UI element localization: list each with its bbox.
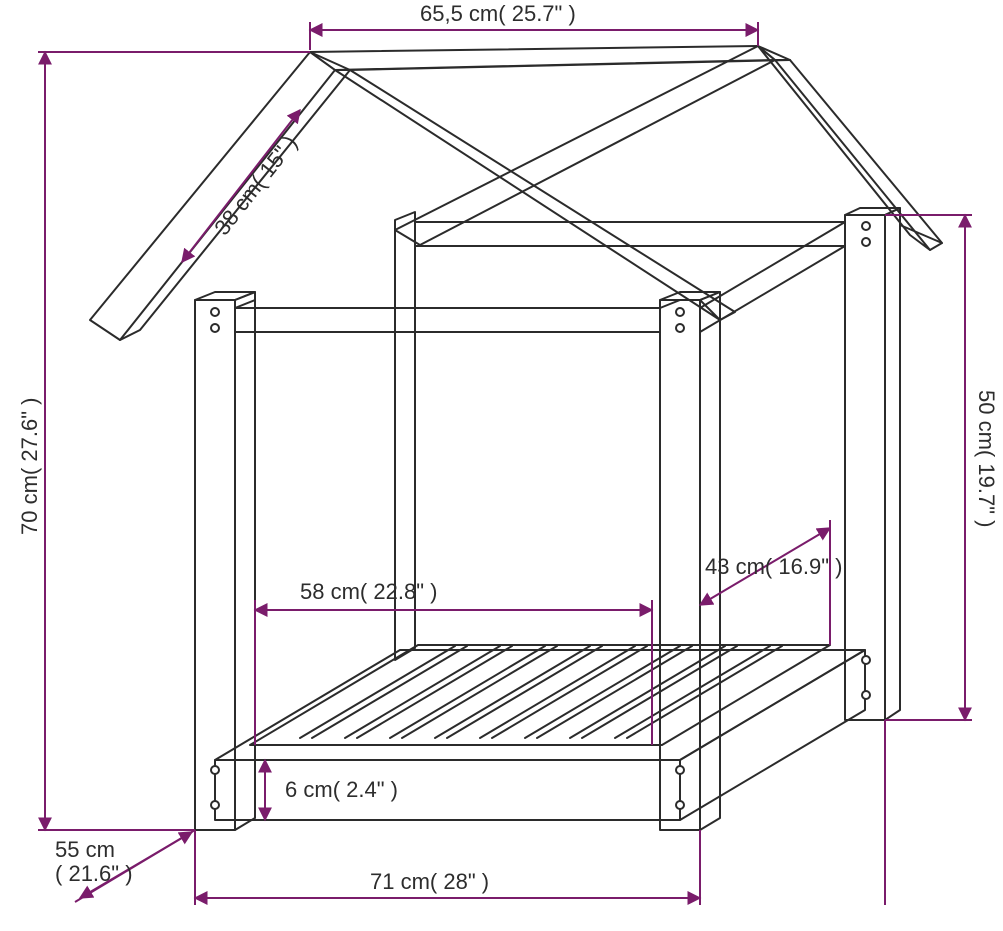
dim-height-total-cm: 70 cm (17, 475, 42, 535)
dim-inner-front-in: 22.8" (373, 579, 424, 604)
dim-roof-top-cm: 65,5 cm (420, 1, 498, 26)
dim-width-cm: 71 cm (370, 869, 430, 894)
dim-height-total-in: 27.6" (17, 411, 42, 462)
dim-height-side-in: 19.7" (974, 463, 999, 514)
dim-depth-in: 21.6" (68, 861, 119, 886)
dim-roof-top-in: 25.7" (512, 1, 563, 26)
dim-depth: 55 cm( 21.6" ) (55, 838, 133, 886)
dim-height-side-cm: 50 cm (974, 390, 999, 450)
dim-inner-front-cm: 58 cm (300, 579, 360, 604)
drawing-stage: 65,5 cm( 25.7" ) 38 cm( 15" ) 70 cm( 27.… (0, 0, 1003, 931)
dim-height-side: 50 cm( 19.7" ) (974, 390, 998, 527)
dim-depth-cm: 55 cm (55, 837, 115, 862)
dim-roof-top: 65,5 cm( 25.7" ) (420, 2, 576, 26)
dim-inner-front: 58 cm( 22.8" ) (300, 580, 437, 604)
dim-inner-side-cm: 43 cm (705, 554, 765, 579)
dim-width: 71 cm( 28" ) (370, 870, 489, 894)
dim-inner-side: 43 cm( 16.9" ) (705, 555, 842, 579)
dim-height-total: 70 cm( 27.6" ) (18, 398, 42, 535)
dim-inner-side-in: 16.9" (778, 554, 829, 579)
dim-base-height: 6 cm( 2.4" ) (285, 778, 398, 802)
dim-base-height-cm: 6 cm (285, 777, 333, 802)
dim-width-in: 28" (443, 869, 475, 894)
dim-base-height-in: 2.4" (346, 777, 384, 802)
technical-drawing (0, 0, 1003, 931)
